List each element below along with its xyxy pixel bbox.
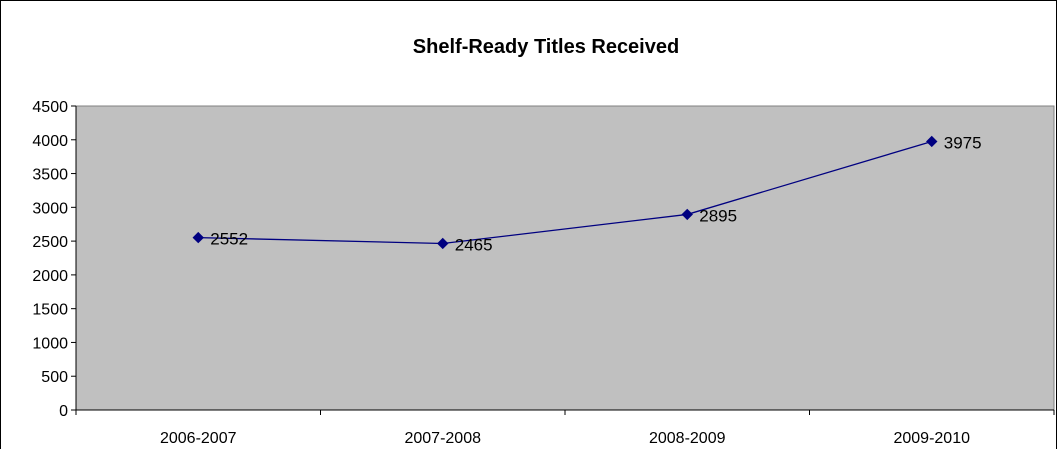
y-tick-label: 1500 <box>32 302 68 319</box>
data-point-marker <box>437 237 449 250</box>
y-tick-label: 3000 <box>32 200 68 217</box>
data-point-marker <box>192 231 204 244</box>
x-tick-label: 2006-2007 <box>160 430 237 447</box>
y-tick-label: 2500 <box>32 234 68 251</box>
data-label: 2465 <box>455 235 493 254</box>
y-tick-label: 500 <box>41 369 68 386</box>
y-tick-label: 0 <box>59 403 68 420</box>
y-tick-label: 4500 <box>32 99 68 116</box>
plot-background <box>75 105 1055 411</box>
x-tick-label: 2009-2010 <box>893 430 970 447</box>
y-tick-label: 1000 <box>32 335 68 352</box>
series-line <box>198 140 932 245</box>
plot-area: 0 500 1000 1500 2000 2500 3000 3500 4000 4500 2006… <box>32 99 1055 447</box>
y-tick-label: 2000 <box>32 268 68 285</box>
data-label: 2552 <box>210 230 248 249</box>
data-point-marker <box>681 208 693 221</box>
y-tick-label: 4000 <box>32 133 68 150</box>
data-label: 3975 <box>944 133 982 152</box>
chart-title: Shelf-Ready Titles Received <box>413 36 679 58</box>
x-tick-label: 2008-2009 <box>649 430 726 447</box>
x-tick-label: 2007-2008 <box>404 430 481 447</box>
y-tick-label: 3500 <box>32 167 68 184</box>
data-label: 2895 <box>699 206 737 225</box>
data-point-marker <box>926 135 938 148</box>
